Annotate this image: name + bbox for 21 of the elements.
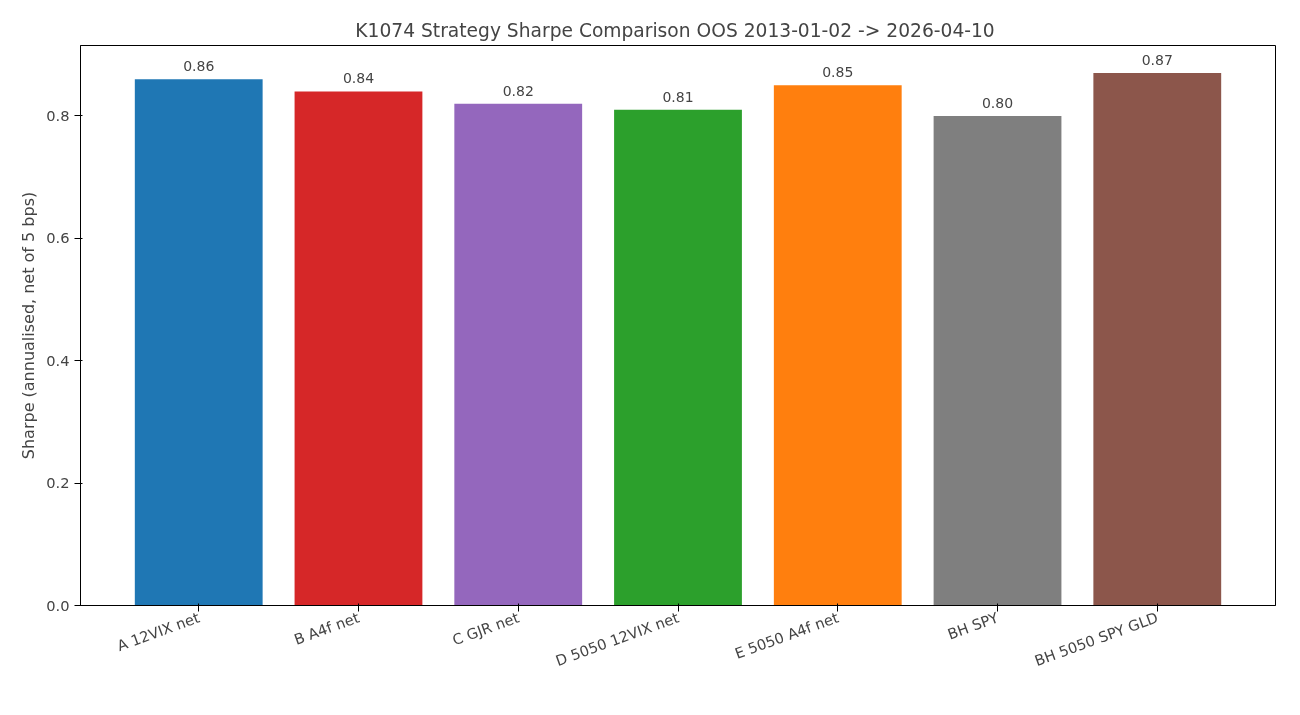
y-axis-title: Sharpe (annualised, net of 5 bps) (19, 191, 39, 460)
x-tick-label: D 5050 12VIX net (553, 608, 682, 669)
chart-title: K1074 Strategy Sharpe Comparison OOS 2013-01-02 -> 2026-04-10 (355, 19, 995, 41)
data-label: 0.81 (662, 88, 694, 105)
data-label: 0.85 (822, 64, 854, 81)
data-label: 0.80 (981, 94, 1014, 111)
data-label: 0.86 (183, 58, 215, 75)
x-tick-label: A 12VIX net (114, 608, 202, 655)
x-tick-label: B A4f net (291, 608, 362, 648)
y-tick-label: 0.2 (46, 474, 70, 492)
x-tick-label: C GJR net (450, 608, 522, 649)
y-tick-label: 0.8 (46, 106, 70, 124)
data-label: 0.82 (502, 82, 534, 99)
y-tick-label: 0.0 (46, 596, 70, 614)
x-tick-label: E 5050 A4f net (732, 608, 841, 662)
y-tick-label: 0.4 (46, 351, 70, 369)
data-label: 0.84 (342, 70, 375, 87)
data-label: 0.87 (1141, 52, 1173, 69)
x-tick-label: BH SPY (945, 608, 1001, 643)
y-tick-label: 0.6 (46, 229, 70, 247)
x-tick-label: BH 5050 SPY GLD (1032, 608, 1161, 670)
